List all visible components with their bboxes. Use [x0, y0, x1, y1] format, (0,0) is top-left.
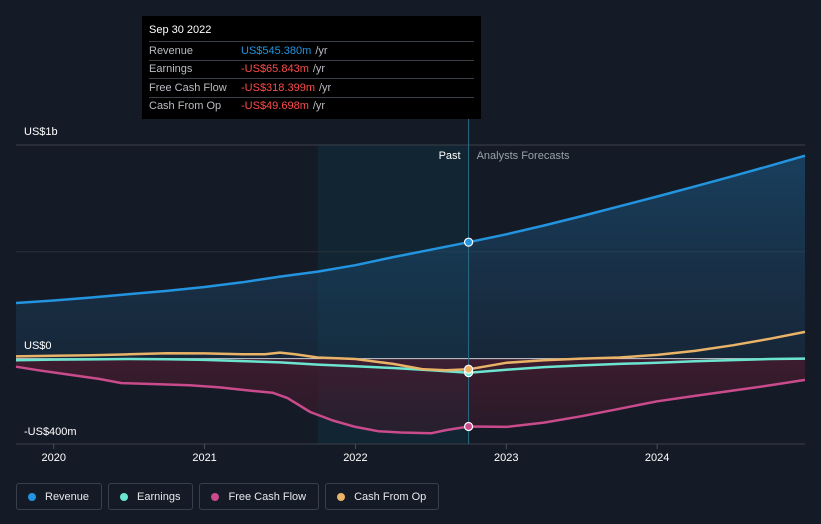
legend-item-free-cash-flow[interactable]: Free Cash Flow — [199, 483, 320, 510]
past-label: Past — [439, 150, 461, 162]
tooltip-label: Revenue — [149, 44, 194, 57]
tooltip-value: -US$65.843m — [241, 63, 309, 76]
y-axis-zero-label: US$0 — [24, 340, 52, 352]
legend: Revenue Earnings Free Cash Flow Cash Fro… — [16, 483, 440, 510]
y-axis-bottom-label: -US$400m — [24, 426, 77, 438]
tooltip-value: -US$49.698m — [241, 100, 309, 113]
revenue-area — [16, 155, 805, 359]
tooltip-row-earnings: Earnings -US$65.843m /yr — [149, 59, 474, 79]
tooltip: Sep 30 2022 Revenue US$545.380m /yr Earn… — [142, 16, 481, 119]
legend-dot-icon — [337, 492, 346, 501]
tooltip-value: -US$318.399m — [241, 81, 315, 94]
legend-dot-icon — [120, 492, 129, 501]
x-tick-label: 2023 — [494, 452, 518, 464]
x-tick-label: 2024 — [645, 452, 669, 464]
legend-dot-icon — [28, 492, 36, 501]
y-axis-top-label: US$1b — [24, 126, 58, 138]
cash-from-op-marker — [463, 364, 474, 374]
x-tick-label: 2020 — [41, 452, 65, 464]
x-tick-label: 2022 — [343, 452, 367, 464]
legend-label: Revenue — [45, 490, 90, 503]
tooltip-label: Earnings — [149, 63, 193, 76]
legend-dot-icon — [211, 492, 220, 501]
tooltip-unit: /yr — [319, 81, 332, 94]
free-cash-flow-line — [15, 365, 806, 435]
chart-canvas: Past Analysts Forecasts 2020 2021 2022 2023… — [15, 118, 806, 464]
tooltip-row-cash-from-op: Cash From Op -US$49.698m /yr — [149, 96, 474, 116]
legend-item-earnings[interactable]: Earnings — [108, 483, 194, 510]
tooltip-date: Sep 30 2022 — [149, 24, 212, 36]
revenue-marker — [463, 237, 474, 247]
tooltip-row-free-cash-flow: Free Cash Flow -US$318.399m /yr — [149, 78, 474, 97]
tooltip-unit: /yr — [312, 100, 326, 113]
cash-from-op-line — [15, 330, 806, 372]
tooltip-row-revenue: Revenue US$545.380m /yr — [149, 41, 474, 60]
tooltip-label: Free Cash Flow — [149, 81, 227, 94]
legend-label: Cash From Op — [354, 490, 427, 503]
tooltip-unit: /yr — [315, 44, 328, 57]
legend-label: Free Cash Flow — [228, 490, 307, 503]
revenue-line — [15, 154, 806, 305]
free-cash-flow-area — [16, 358, 805, 434]
tooltip-unit: /yr — [312, 63, 326, 76]
free-cash-flow-marker — [463, 421, 474, 432]
tooltip-value: US$545.380m — [241, 44, 312, 57]
legend-label: Earnings — [137, 490, 181, 503]
tooltip-label: Cash From Op — [149, 100, 222, 113]
x-tick-label: 2021 — [192, 452, 216, 464]
forecast-label: Analysts Forecasts — [477, 150, 570, 162]
legend-item-cash-from-op[interactable]: Cash From Op — [325, 483, 440, 510]
earnings-line — [15, 357, 806, 374]
legend-item-revenue[interactable]: Revenue — [16, 483, 103, 510]
